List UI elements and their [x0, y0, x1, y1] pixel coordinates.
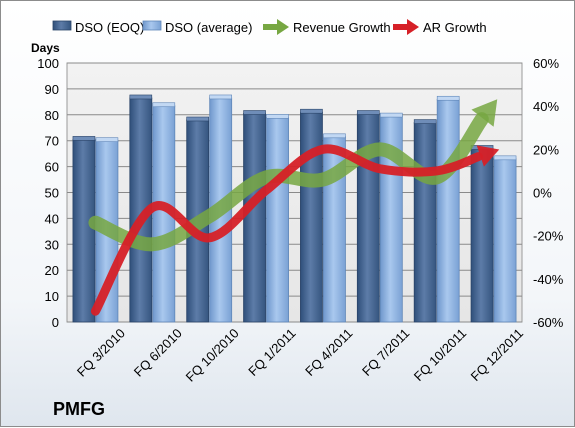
y-tick-label: 90 — [45, 82, 59, 97]
bar-top-dso-eoq-0 — [72, 136, 96, 141]
y-axis-title: Days — [31, 41, 60, 55]
bar-dso-eoq-4 — [300, 111, 323, 323]
bar-dso-average-7 — [493, 158, 517, 323]
bar-dso-average-6 — [436, 98, 460, 323]
legend-label-revenue-growth: Revenue Growth — [293, 20, 391, 35]
y2-tick-label: -60% — [533, 315, 564, 330]
x-tick-label: FQ 6/2010 — [131, 326, 185, 380]
y-tick-label: 0 — [52, 315, 59, 330]
legend-swatch-revenue-growth — [263, 19, 289, 35]
y-tick-label: 60 — [45, 160, 59, 175]
bar-top-dso-average-7 — [493, 155, 517, 161]
company-label: PMFG — [53, 399, 105, 419]
y2-tick-label: 20% — [533, 142, 559, 157]
line-ar-growth — [90, 144, 483, 316]
bar-top-dso-average-6 — [436, 95, 460, 101]
bar-top-dso-eoq-3 — [243, 110, 266, 115]
legend-swatch-dso-average — [142, 20, 162, 31]
y2-tick-label: 0% — [533, 186, 552, 201]
y-tick-label: 40 — [45, 211, 59, 226]
x-tick-label: FQ 3/2010 — [74, 326, 128, 380]
bar-top-dso-eoq-2 — [186, 116, 209, 122]
bar-dso-average-3 — [266, 116, 289, 323]
legend-swatch-ar-growth — [393, 19, 419, 35]
x-tick-label: FQ 4/2011 — [302, 326, 355, 379]
y-tick-label: 30 — [45, 237, 59, 252]
y2-tick-label: -20% — [533, 229, 564, 244]
y-tick-label: 100 — [37, 56, 59, 71]
x-tick-label: FQ 12/2011 — [468, 326, 526, 384]
arrowhead-revenue-growth — [471, 99, 498, 127]
bar-top-dso-average-3 — [266, 114, 289, 119]
y2-tick-label: 40% — [533, 99, 559, 114]
legend-swatch-arrow — [277, 19, 289, 35]
bar-top-dso-eoq-5 — [357, 110, 380, 115]
bar-dso-eoq-3 — [243, 113, 266, 323]
arrowhead-ar-growth — [476, 145, 500, 167]
x-tick-label: FQ 7/2011 — [359, 326, 412, 379]
legend: DSO (EOQ) DSO (average) Revenue Growth AR G… — [52, 19, 487, 35]
bar-top-dso-average-0 — [95, 137, 119, 142]
y-tick-label: 50 — [45, 186, 59, 201]
y2-tick-label: -40% — [533, 272, 564, 287]
y-tick-label: 20 — [45, 263, 59, 278]
bar-top-dso-average-4 — [323, 133, 346, 139]
legend-label-dso-average: DSO (average) — [165, 20, 252, 35]
growth-lines — [88, 99, 500, 316]
legend-label-ar-growth: AR Growth — [423, 20, 487, 35]
bar-top-dso-average-1 — [152, 102, 176, 108]
y-tick-label: 70 — [45, 134, 59, 149]
bar-top-dso-eoq-1 — [129, 94, 153, 100]
y-tick-label: 80 — [45, 108, 59, 123]
x-tick-label: FQ 10/2010 — [183, 326, 242, 385]
bar-dso-eoq-7 — [470, 148, 494, 323]
y2-axis-ticks: -60% -40% -20% 0% 20% 40% 60% — [533, 56, 564, 330]
bar-top-dso-eoq-6 — [413, 119, 437, 124]
x-tick-label: FQ 1/2011 — [245, 326, 298, 379]
legend-swatch-dso-eoq — [52, 20, 72, 31]
y-axis-ticks: 0 10 20 30 40 50 60 70 80 90 100 — [37, 56, 59, 330]
bar-dso-eoq-6 — [413, 122, 437, 323]
y2-tick-label: 60% — [533, 56, 559, 71]
bar-dso-eoq-0 — [72, 139, 96, 323]
legend-label-dso-eoq: DSO (EOQ) — [75, 20, 144, 35]
bar-top-dso-eoq-4 — [300, 108, 323, 114]
bar-top-dso-average-5 — [380, 112, 403, 118]
legend-swatch-arrow — [407, 19, 419, 35]
line-revenue-growth — [88, 112, 489, 252]
x-tick-label: FQ 10/2011 — [411, 326, 469, 384]
bar-top-dso-average-2 — [209, 94, 232, 100]
y-tick-label: 10 — [45, 289, 59, 304]
